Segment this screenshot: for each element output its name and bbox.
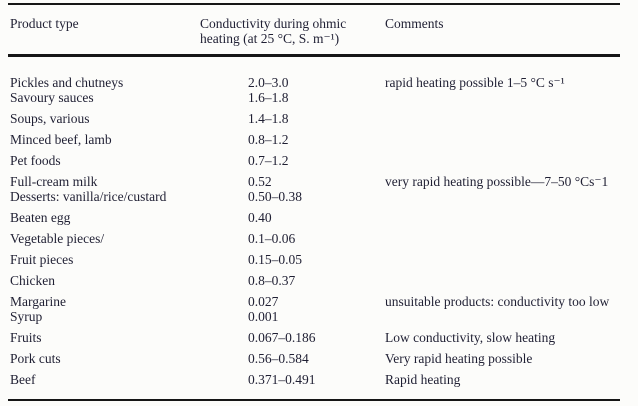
comment-cell [385,111,620,126]
table-top-rule [8,3,620,5]
conductivity-cell: 0.001 [248,309,279,324]
comment-cell [385,132,620,147]
table-row: Pork cuts 0.56–0.584 Very rapid heating … [8,351,620,366]
table-row: Savoury sauces 1.6–1.8 [8,90,620,105]
conductivity-cell: 1.4–1.8 [248,111,289,126]
product-type-cell: Margarine [10,294,66,309]
comment-cell: very rapid heating possible—7–50 °Cs⁻1 [385,174,609,189]
product-type-cell: Pork cuts [10,351,61,366]
conductivity-cell: 0.50–0.38 [248,189,302,204]
product-type-cell: Desserts: vanilla/rice/custard [10,189,167,204]
product-type-cell: Full-cream milk [10,174,98,189]
comment-cell: Low conductivity, slow heating [385,330,556,345]
table-header-row: Product type Conductivity during ohmic h… [8,16,620,46]
table-row: Fruit pieces 0.15–0.05 [8,252,620,267]
conductivity-cell: 2.0–3.0 [248,75,289,90]
conductivity-cell: 0.067–0.186 [248,330,316,345]
table-row: Syrup 0.001 [8,309,620,324]
comment-cell: rapid heating possible 1–5 °C s⁻¹ [385,75,565,90]
table-row: Chicken 0.8–0.37 [8,273,620,288]
comment-cell [385,309,620,324]
product-type-cell: Syrup [10,309,43,324]
conductivity-cell: 0.027 [248,294,279,309]
conductivity-cell: 0.371–0.491 [248,372,316,387]
table-row: Full-cream milk 0.52 very rapid heating … [8,174,620,189]
table-row: Beef 0.371–0.491 Rapid heating [8,372,620,387]
comment-cell [385,210,620,225]
table-bottom-rule [8,399,620,401]
comment-cell [385,189,620,204]
comment-cell [385,153,620,168]
table-row: Soups, various 1.4–1.8 [8,111,620,126]
conductivity-cell: 0.8–0.37 [248,273,296,288]
comment-cell: Rapid heating [385,372,461,387]
conductivity-cell: 0.15–0.05 [248,252,302,267]
table-row: Fruits 0.067–0.186 Low conductivity, slo… [8,330,620,345]
product-type-cell: Beef [10,372,36,387]
comment-cell [385,231,620,246]
conductivity-cell: 0.52 [248,174,272,189]
table-row: Minced beef, lamb 0.8–1.2 [8,132,620,147]
comment-cell: unsuitable products: conductivity too lo… [385,294,610,309]
table-row: Vegetable pieces/ 0.1–0.06 [8,231,620,246]
table-body: Pickles and chutneys 2.0–3.0 rapid heati… [0,57,638,387]
product-type-cell: Vegetable pieces/ [10,231,105,246]
conductivity-cell: 0.7–1.2 [248,153,289,168]
table-row: Desserts: vanilla/rice/custard 0.50–0.38 [8,189,620,204]
conductivity-cell: 0.56–0.584 [248,351,309,366]
conductivity-cell: 1.6–1.8 [248,90,289,105]
header-comments: Comments [385,16,444,31]
header-product-type: Product type [10,16,79,31]
comment-cell: Very rapid heating possible [385,351,533,366]
comment-cell [385,252,620,267]
product-type-cell: Minced beef, lamb [10,132,112,147]
comment-cell [385,90,620,105]
product-type-cell: Pickles and chutneys [10,75,124,90]
product-type-cell: Fruit pieces [10,252,74,267]
product-type-cell: Soups, various [10,111,90,126]
table-row: Beaten egg 0.40 [8,210,620,225]
header-separator-rule [8,54,620,57]
conductivity-cell: 0.1–0.06 [248,231,296,246]
table-row: Pet foods 0.7–1.2 [8,153,620,168]
product-type-cell: Pet foods [10,153,61,168]
product-type-cell: Fruits [10,330,42,345]
comment-cell [385,273,620,288]
conductivity-cell: 0.8–1.2 [248,132,289,147]
table-row: Margarine 0.027 unsuitable products: con… [8,294,620,309]
product-type-cell: Chicken [10,273,55,288]
product-type-cell: Savoury sauces [10,90,94,105]
product-type-cell: Beaten egg [10,210,71,225]
table-row: Pickles and chutneys 2.0–3.0 rapid heati… [8,75,620,90]
header-conductivity: Conductivity during ohmic heating (at 25… [200,16,347,46]
conductivity-cell: 0.40 [248,210,272,225]
